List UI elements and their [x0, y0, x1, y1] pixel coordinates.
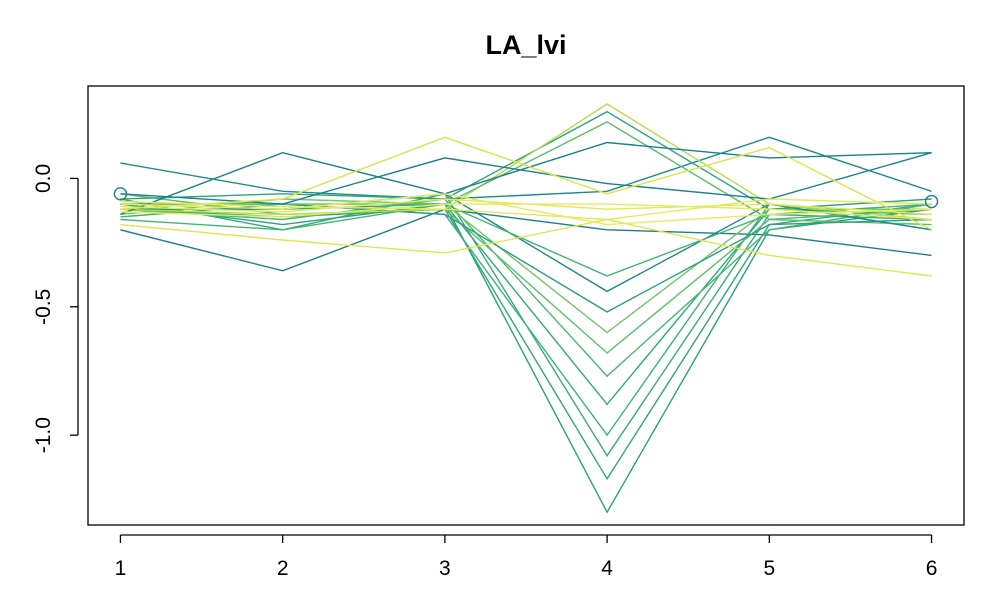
series-line [120, 193, 932, 354]
y-tick-label: 0.0 [32, 164, 55, 193]
y-axis: 0.0 -0.5 -1.0 [32, 164, 79, 453]
x-axis: 1 2 3 4 5 6 [115, 534, 938, 580]
series-line [120, 136, 932, 231]
series-line [120, 121, 932, 221]
marker-layer [113, 187, 939, 209]
x-tick-label: 6 [926, 557, 938, 580]
point-marker [113, 187, 128, 201]
series-line [120, 203, 932, 221]
x-tick-label: 5 [763, 557, 775, 580]
series-line [120, 193, 932, 226]
y-tick-label: -0.5 [32, 289, 55, 325]
x-tick-label: 4 [601, 557, 613, 580]
chart-title: LA_lvi [485, 30, 566, 60]
series-line [120, 203, 932, 277]
x-tick-label: 3 [439, 557, 451, 580]
series-line [120, 203, 932, 437]
series-line [120, 203, 932, 481]
series-line [120, 208, 932, 272]
series-line [120, 198, 932, 334]
series-line [120, 218, 932, 277]
series-line [120, 198, 932, 221]
series-line [120, 141, 932, 216]
series-line [120, 152, 932, 205]
x-tick-label: 2 [277, 557, 289, 580]
series-line [120, 136, 932, 200]
series-line [120, 203, 932, 514]
series-line [120, 193, 932, 293]
series-line [120, 198, 932, 378]
series-layer [120, 103, 932, 514]
y-tick-label: -1.0 [32, 417, 55, 453]
series-line [120, 203, 932, 406]
x-tick-label: 1 [115, 557, 127, 580]
series-line [120, 110, 932, 210]
series-line [120, 103, 932, 221]
point-marker [924, 194, 939, 209]
plot-frame [87, 85, 965, 526]
